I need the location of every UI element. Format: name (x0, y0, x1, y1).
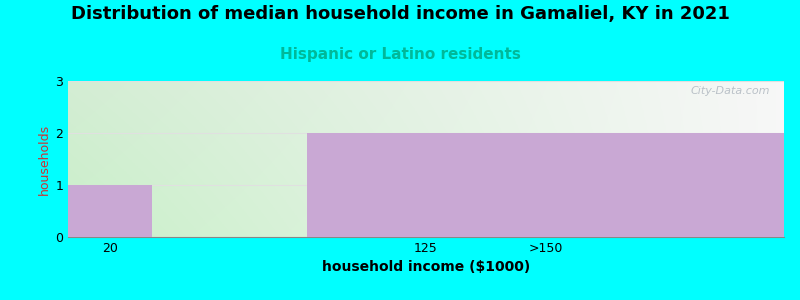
X-axis label: household income ($1000): household income ($1000) (322, 260, 530, 274)
Text: City-Data.com: City-Data.com (690, 86, 770, 96)
Bar (306, 133, 784, 237)
Text: Distribution of median household income in Gamaliel, KY in 2021: Distribution of median household income … (70, 4, 730, 22)
Text: Hispanic or Latino residents: Hispanic or Latino residents (279, 46, 521, 62)
Bar (68, 185, 151, 237)
Y-axis label: households: households (38, 123, 51, 195)
